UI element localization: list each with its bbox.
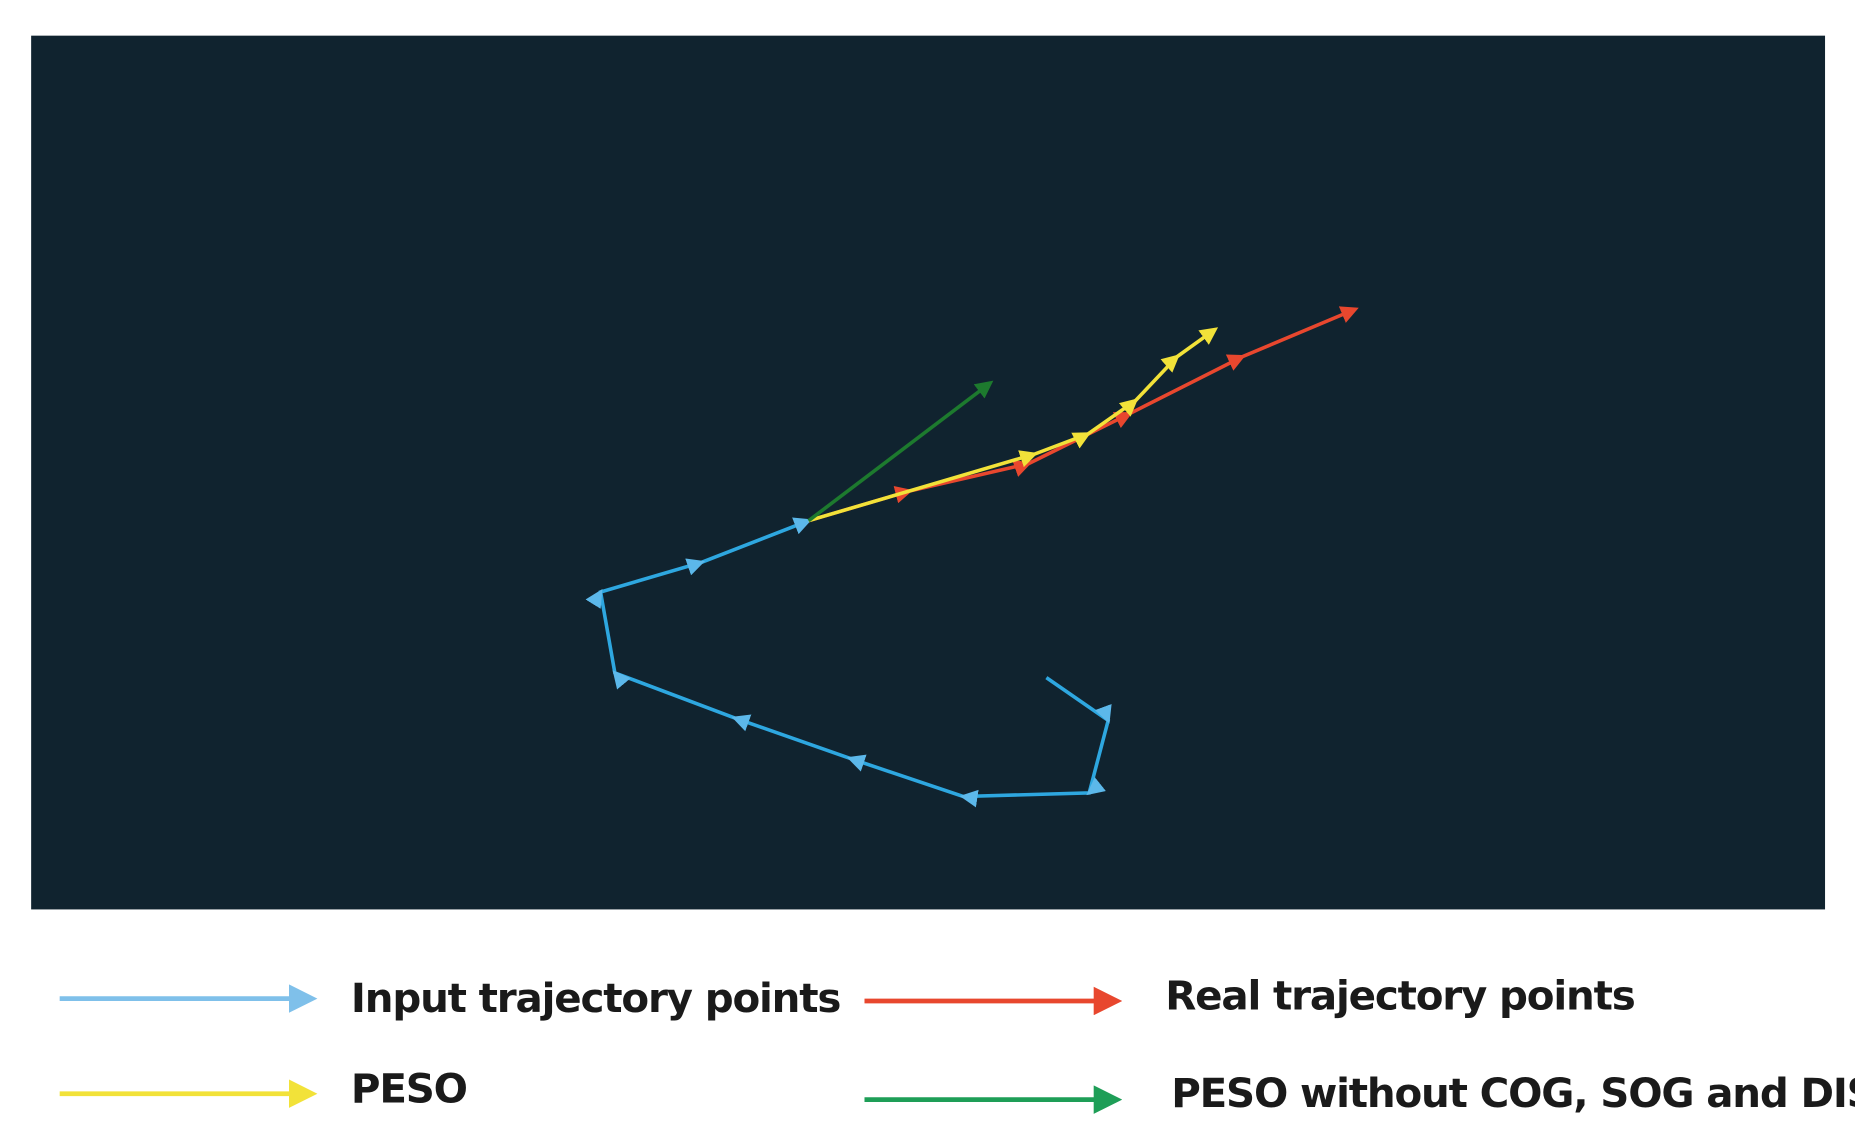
legend-label: PESO: [351, 1064, 467, 1112]
legend-label: Input trajectory points: [351, 974, 840, 1022]
map-background: [31, 35, 1826, 910]
peso-trajectory: [808, 327, 1219, 523]
peso-ablation-trajectory: [807, 380, 994, 523]
legend-label: Real trajectory points: [1165, 972, 1634, 1020]
legend-label: PESO without COG, SOG and DIS: [1171, 1069, 1855, 1117]
input-trajectory: [585, 517, 1112, 808]
